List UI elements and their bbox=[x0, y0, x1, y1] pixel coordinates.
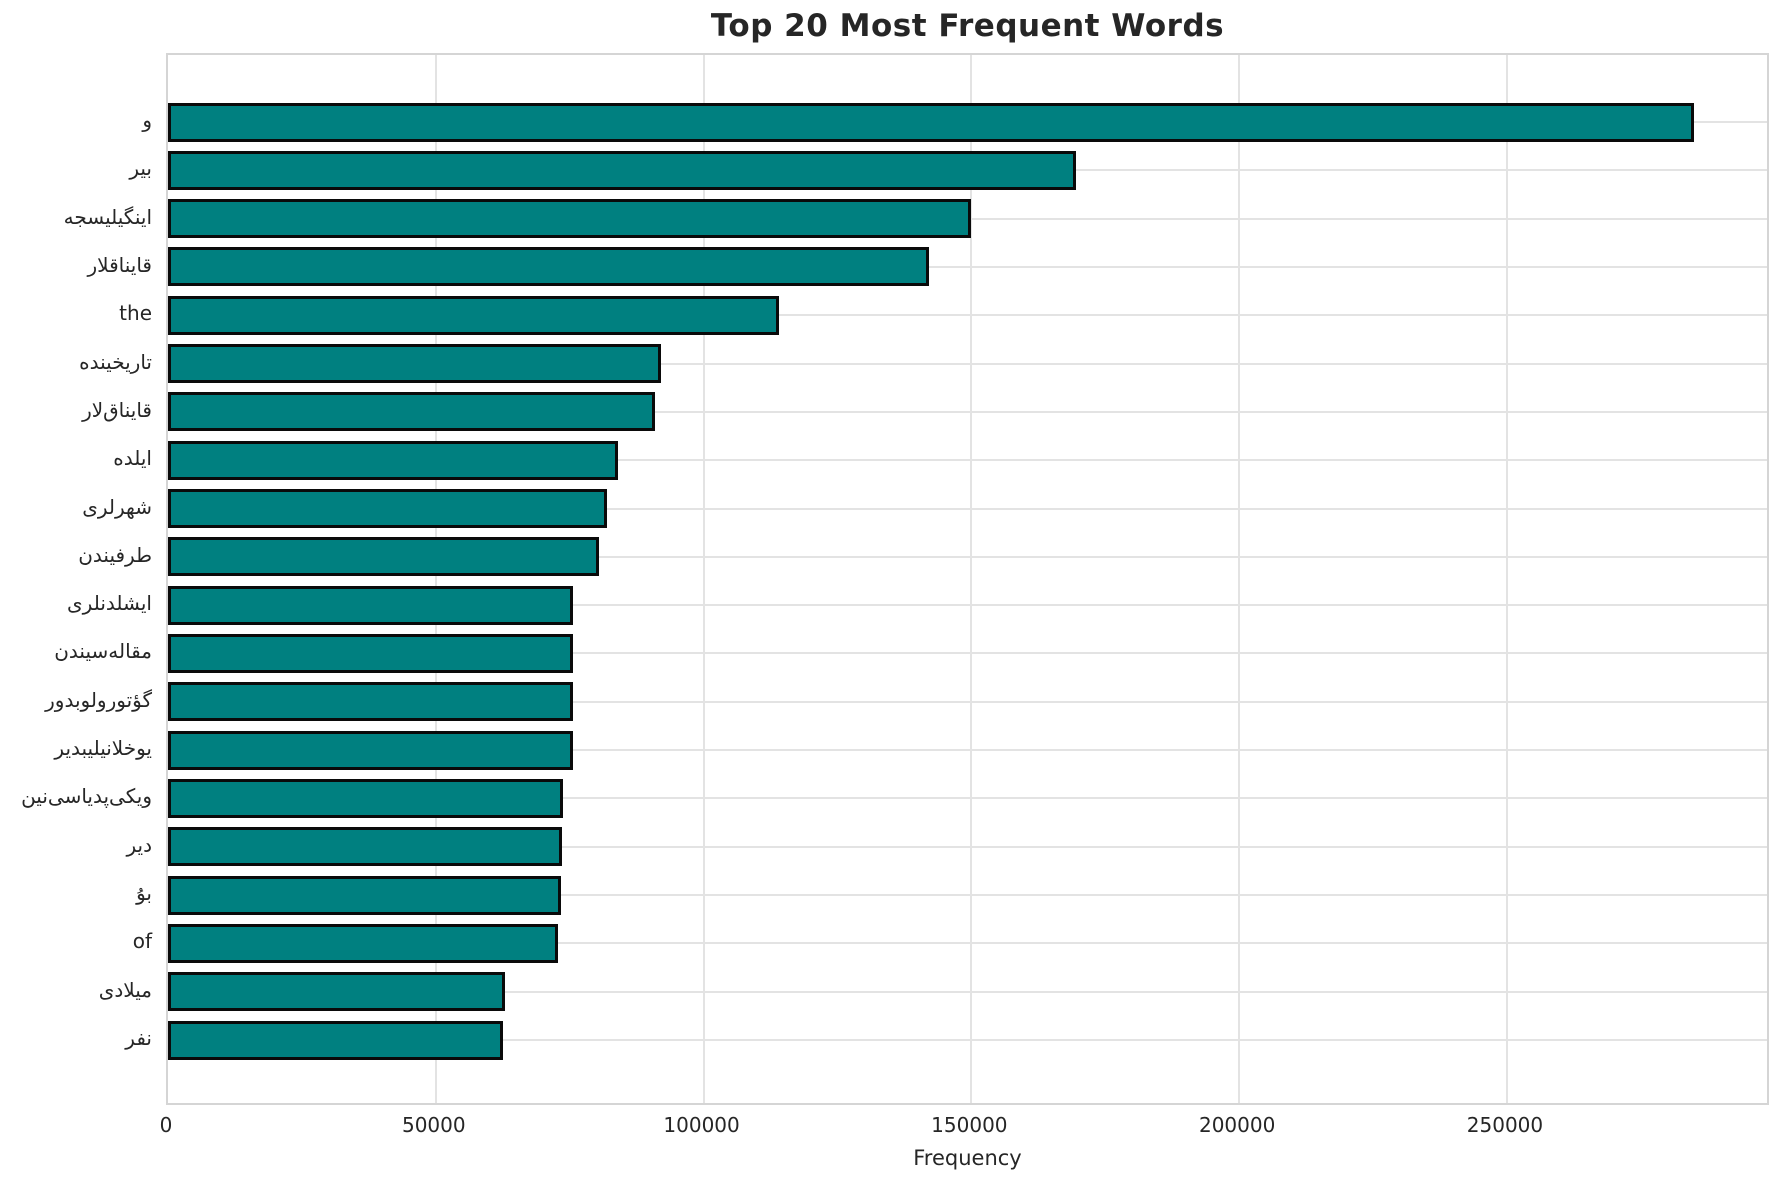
bar-ایشلدنلری bbox=[168, 585, 573, 625]
bar-دیر bbox=[168, 827, 562, 867]
y-tick-label: نفر bbox=[125, 1026, 152, 1050]
y-tick-label: قایناقلار bbox=[87, 252, 152, 277]
x-tick-label: 150000 bbox=[931, 1113, 1008, 1137]
bar-گؤتورولوبدور bbox=[168, 682, 573, 722]
horizontal-gridline bbox=[168, 1039, 1767, 1041]
bar-قایناق‌لار bbox=[168, 392, 656, 432]
y-tick-label: میلادی bbox=[98, 977, 152, 1002]
bar-طرفیندن bbox=[168, 537, 600, 577]
horizontal-gridline bbox=[168, 942, 1767, 945]
horizontal-gridline bbox=[168, 459, 1767, 462]
x-tick-label: 100000 bbox=[663, 1113, 740, 1137]
horizontal-gridline bbox=[168, 604, 1767, 607]
bar-یوخلانیلیبدیر bbox=[168, 730, 573, 770]
horizontal-gridline bbox=[168, 410, 1767, 413]
bar-the bbox=[168, 295, 779, 335]
x-axis-title: Frequency bbox=[913, 1146, 1022, 1170]
horizontal-gridline bbox=[168, 990, 1767, 993]
y-tick-label: ایلده bbox=[113, 446, 152, 471]
horizontal-gridline bbox=[168, 362, 1767, 365]
y-tick-label: گؤتورولوبدور bbox=[45, 687, 152, 712]
horizontal-gridline bbox=[168, 797, 1767, 800]
y-tick-label: the bbox=[119, 301, 152, 326]
vertical-gridline-200000 bbox=[1238, 55, 1241, 1103]
y-tick-label: ایشلدنلری bbox=[67, 591, 152, 616]
bar-تاریخینده bbox=[168, 344, 661, 384]
y-tick-label: قایناق‌لار bbox=[82, 397, 152, 422]
bar-بۇ bbox=[168, 875, 561, 915]
y-tick-label: یوخلانیلیبدیر bbox=[54, 736, 152, 761]
y-tick-label: طرفیندن bbox=[78, 542, 152, 567]
horizontal-gridline bbox=[168, 555, 1767, 558]
bar-بیر bbox=[168, 150, 1076, 190]
x-tick-label: 200000 bbox=[1198, 1113, 1276, 1137]
horizontal-gridline bbox=[168, 265, 1767, 268]
bar-قایناقلار bbox=[168, 247, 929, 287]
y-tick-label: ویکی‌پدیاسی‌نین bbox=[21, 784, 152, 809]
y-tick-label: بۇ bbox=[136, 881, 152, 906]
bar-و bbox=[168, 102, 1695, 142]
bar-مقاله‌سیندن bbox=[168, 633, 573, 673]
y-tick-label: مقاله‌سیندن bbox=[54, 639, 152, 664]
horizontal-gridline bbox=[168, 700, 1767, 703]
vertical-gridline-250000 bbox=[1505, 55, 1508, 1103]
bar-نفر bbox=[168, 1020, 503, 1060]
y-tick-label: تاریخینده bbox=[79, 349, 152, 374]
bar-اینگیلیسجه bbox=[168, 199, 972, 239]
y-tick-label: دیر bbox=[126, 832, 152, 857]
horizontal-gridline bbox=[168, 845, 1767, 848]
horizontal-gridline bbox=[168, 749, 1767, 752]
bar-ایلده bbox=[168, 440, 618, 480]
bar-میلادی bbox=[168, 972, 506, 1012]
bar-ویکی‌پدیاسی‌نین bbox=[168, 778, 563, 818]
horizontal-gridline bbox=[168, 894, 1767, 897]
horizontal-gridline bbox=[168, 652, 1767, 655]
y-tick-label: اینگیلیسجه bbox=[63, 204, 152, 229]
vertical-gridline-150000 bbox=[970, 55, 973, 1103]
y-tick-label: of bbox=[132, 929, 152, 954]
plot-area bbox=[166, 53, 1769, 1105]
chart-title: Top 20 Most Frequent Words bbox=[710, 8, 1225, 44]
x-tick-label: 50000 bbox=[401, 1113, 466, 1137]
y-tick-label: و bbox=[142, 108, 152, 132]
x-tick-label: 0 bbox=[159, 1113, 173, 1137]
vertical-gridline-50000 bbox=[434, 55, 437, 1103]
horizontal-gridline bbox=[168, 507, 1767, 510]
bar-of bbox=[168, 923, 558, 963]
bar-شهرلری bbox=[168, 489, 608, 529]
y-tick-label: بیر bbox=[129, 156, 152, 181]
x-tick-label: 250000 bbox=[1466, 1113, 1544, 1137]
vertical-gridline-100000 bbox=[702, 55, 705, 1103]
y-tick-label: شهرلری bbox=[82, 494, 152, 519]
horizontal-gridline bbox=[168, 314, 1767, 317]
